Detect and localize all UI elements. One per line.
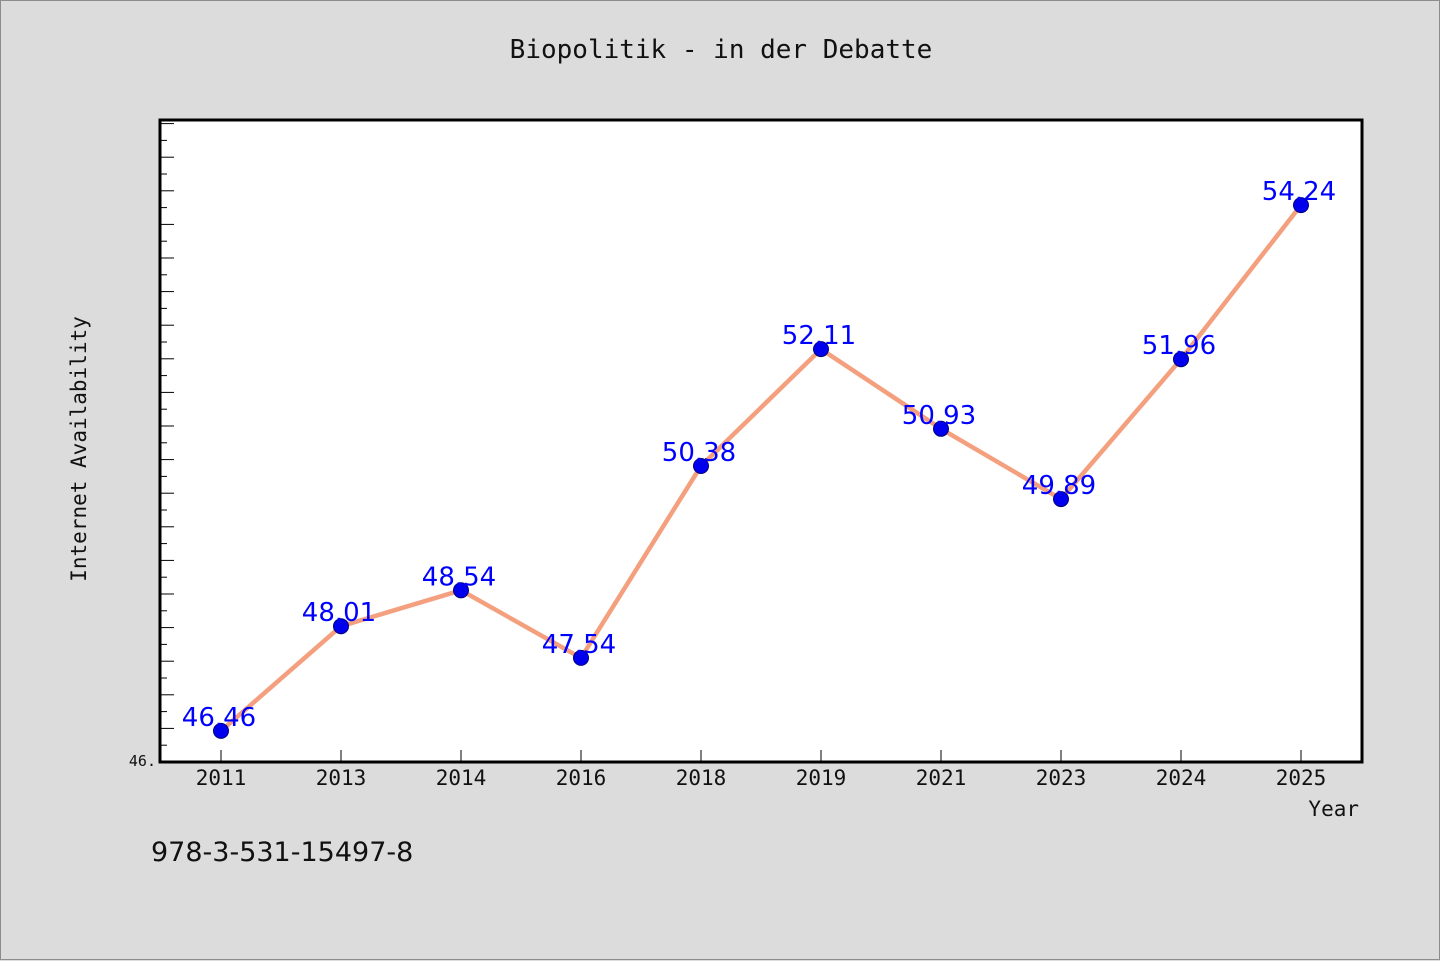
x-tick-label: 2011	[196, 766, 247, 790]
data-point	[1173, 351, 1189, 368]
data-point	[1053, 491, 1069, 508]
data-label: 47.54	[542, 630, 616, 660]
data-point	[573, 649, 589, 666]
data-label: 52.11	[782, 321, 856, 351]
x-tick-label: 2021	[916, 766, 967, 790]
data-point	[1293, 197, 1309, 214]
data-label: 50.38	[662, 438, 736, 468]
data-label: 49.89	[1022, 471, 1096, 501]
data-point	[693, 458, 709, 474]
data-point	[453, 582, 469, 599]
x-tick-label: 2024	[1156, 766, 1207, 790]
x-tick-label: 2018	[676, 766, 727, 790]
footnote-isbn: 978-3-531-15497-8	[151, 837, 414, 868]
data-point	[933, 420, 949, 437]
data-label: 46.46	[182, 703, 256, 733]
y-tick-label: 46.	[129, 752, 156, 770]
data-label: 50.93	[902, 401, 976, 431]
x-tick-label: 2013	[316, 766, 367, 790]
data-label: 48.54	[422, 562, 496, 592]
x-tick-label: 2016	[556, 766, 607, 790]
series-line	[218, 202, 1304, 734]
plot-frame	[158, 118, 1364, 764]
chart-title: Biopolitik - in der Debatte	[509, 35, 933, 65]
x-tick-label: 2023	[1036, 766, 1087, 790]
data-label: 54.24	[1262, 177, 1336, 207]
data-point	[333, 618, 349, 635]
x-tick-label: 2014	[436, 766, 487, 790]
x-axis-label: Year	[1308, 797, 1359, 821]
x-tick-label: 2025	[1276, 766, 1327, 790]
plot-area	[160, 120, 1362, 762]
data-point	[213, 722, 229, 739]
data-label: 48.01	[302, 598, 376, 628]
x-tick-label: 2019	[796, 766, 847, 790]
data-label: 51.96	[1142, 331, 1216, 361]
data-point	[813, 341, 829, 358]
